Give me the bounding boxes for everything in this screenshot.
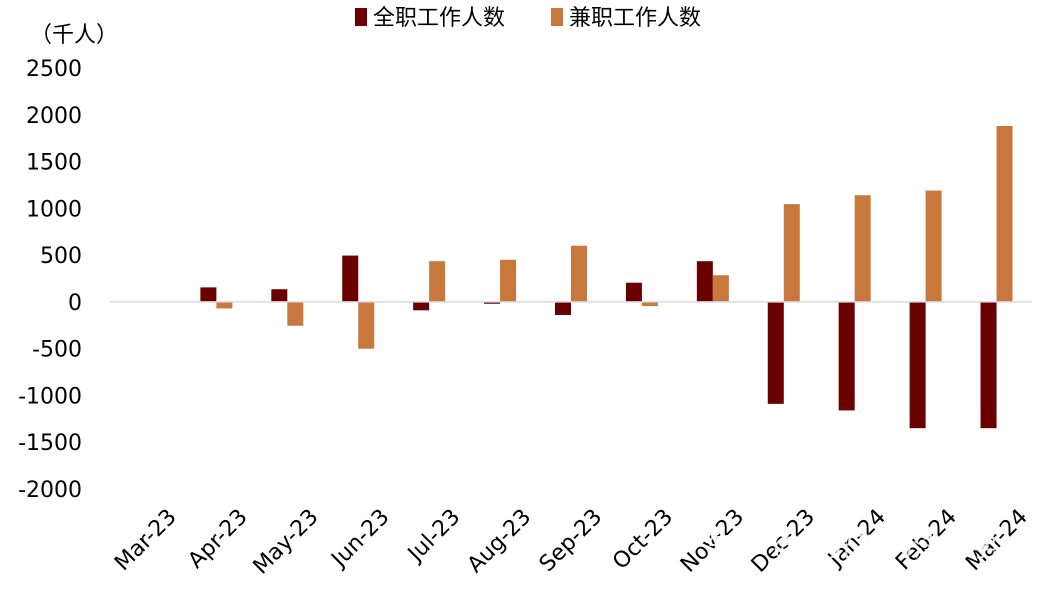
legend-label-parttime: 兼职工作人数	[569, 6, 701, 31]
y-tick-label: 1500	[26, 151, 82, 176]
watermark: 知乎 @阳光下的法同学	[708, 530, 997, 563]
bar-fulltime	[555, 301, 571, 315]
legend: 全职工作人数 兼职工作人数	[355, 6, 701, 31]
unit-label: （千人）	[30, 23, 118, 48]
bar-parttime	[571, 245, 587, 302]
bar-fulltime	[696, 261, 713, 302]
y-tick-label: -2000	[18, 478, 82, 503]
bar-fulltime	[200, 287, 217, 302]
bar-parttime	[996, 126, 1013, 302]
x-tick-label: Apr-23	[184, 505, 253, 574]
bar-fulltime	[909, 301, 926, 429]
bar-parttime	[287, 301, 304, 326]
x-tick-label: Sep-23	[535, 505, 607, 577]
y-tick-label: -1500	[18, 431, 82, 456]
x-tick-label: Aug-23	[463, 505, 536, 578]
legend-label-fulltime: 全职工作人数	[373, 6, 505, 31]
bar-parttime	[216, 301, 233, 309]
legend-swatch-fulltime	[355, 8, 367, 26]
legend-swatch-parttime	[551, 8, 563, 26]
x-tick-label: Oct-23	[608, 505, 678, 575]
bar-parttime	[500, 259, 517, 302]
bar-fulltime	[767, 301, 784, 404]
bar-fulltime	[271, 289, 288, 302]
x-tick-label: Jul-23	[402, 505, 465, 568]
bar-parttime	[925, 190, 942, 302]
bar-parttime	[783, 204, 800, 302]
bars	[200, 126, 1013, 429]
bar-parttime	[712, 275, 729, 302]
bar-parttime	[429, 261, 446, 302]
bar-fulltime	[625, 282, 642, 302]
y-tick-label: -1000	[18, 384, 82, 409]
y-tick-label: 1000	[26, 197, 82, 222]
bar-fulltime	[413, 301, 430, 311]
bar-fulltime	[980, 301, 997, 429]
bar-fulltime	[342, 255, 359, 302]
bar-parttime	[358, 301, 375, 349]
y-tick-label: 500	[40, 244, 82, 269]
bar-fulltime	[484, 301, 501, 304]
y-tick-label: 2500	[26, 57, 82, 82]
bar-parttime	[641, 301, 658, 307]
y-tick-label: 0	[68, 291, 82, 316]
y-tick-label: -500	[32, 338, 82, 363]
x-tick-label: May-23	[249, 505, 324, 580]
y-axis-tick-labels: 2500 2000 1500 1000 500 0 -500 -1000 -1500 -2000	[18, 57, 82, 503]
bar-fulltime	[838, 301, 855, 411]
x-tick-label: Mar-23	[110, 505, 181, 576]
bar-parttime	[854, 195, 871, 302]
x-tick-label: Jun-23	[326, 505, 395, 574]
y-tick-label: 2000	[26, 104, 82, 129]
